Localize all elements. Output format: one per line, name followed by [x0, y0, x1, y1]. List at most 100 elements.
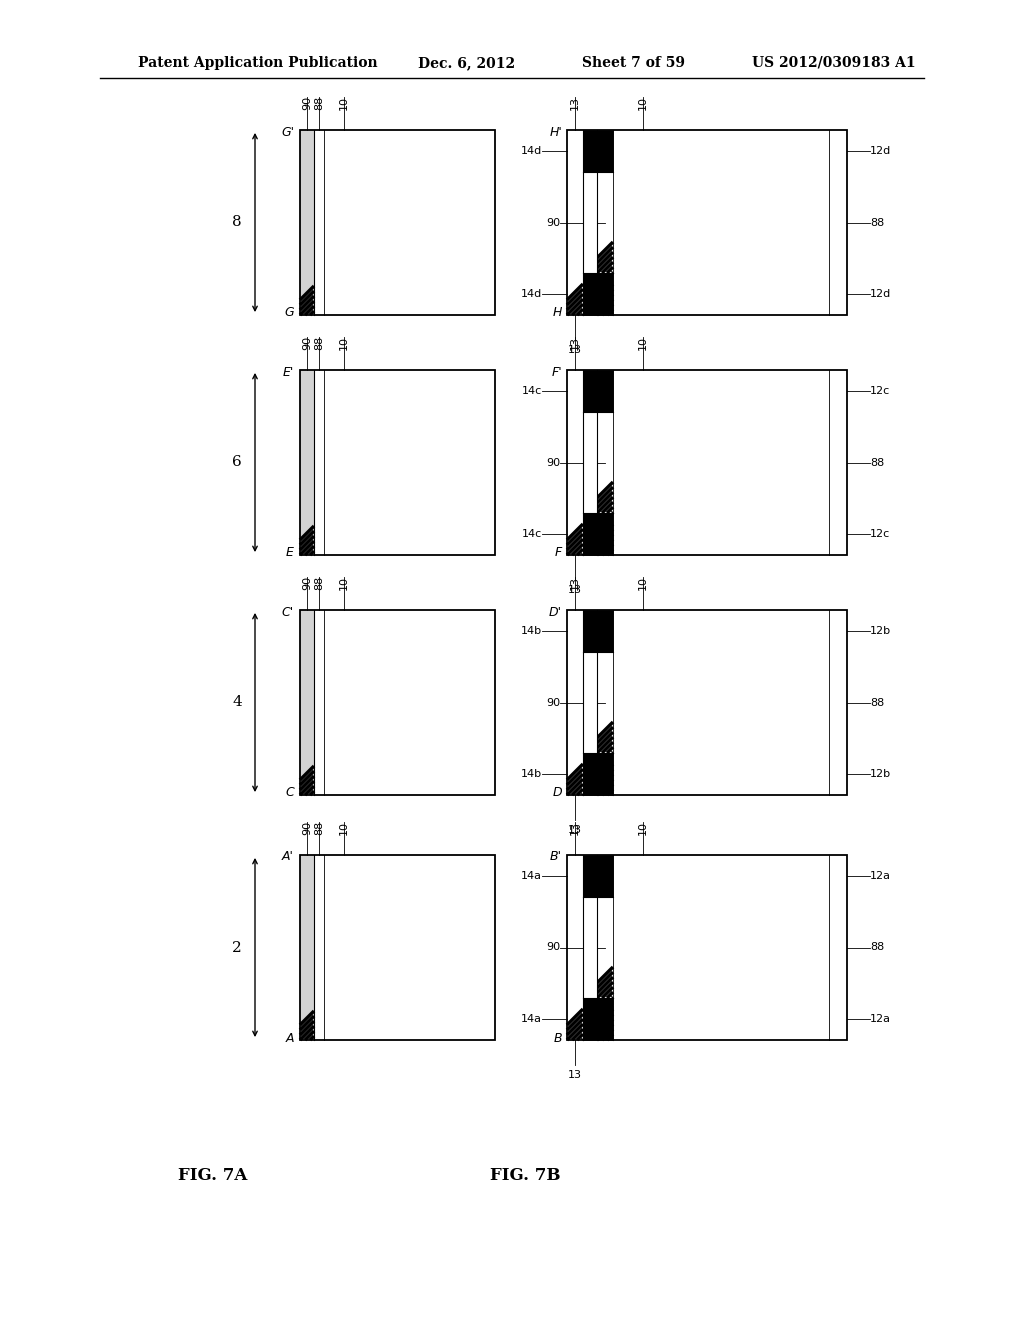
Bar [583, 898, 597, 998]
Text: D: D [552, 787, 562, 800]
Bar [625, 129, 829, 315]
Bar [625, 610, 829, 795]
Bar [613, 855, 625, 1040]
Text: 14a: 14a [521, 1014, 542, 1024]
Bar [583, 998, 613, 1040]
Bar [300, 610, 314, 795]
Text: 14c: 14c [522, 385, 542, 396]
Text: FIG. 7A: FIG. 7A [178, 1167, 248, 1184]
Bar [583, 898, 597, 998]
Text: 10: 10 [638, 821, 648, 836]
Text: 88: 88 [314, 96, 324, 110]
Text: 13: 13 [570, 821, 580, 836]
Text: Sheet 7 of 59: Sheet 7 of 59 [582, 55, 685, 70]
Text: G': G' [281, 125, 294, 139]
Bar [583, 129, 613, 172]
Text: 8: 8 [232, 215, 242, 230]
Bar [597, 610, 613, 795]
Text: H': H' [549, 125, 562, 139]
Text: B': B' [550, 850, 562, 863]
Text: 88: 88 [870, 458, 885, 467]
Text: 88: 88 [870, 218, 885, 227]
Bar [597, 370, 613, 554]
Bar [324, 129, 495, 315]
Bar [583, 610, 613, 652]
Text: E: E [286, 546, 294, 560]
Bar [583, 652, 597, 752]
Text: 10: 10 [638, 96, 648, 110]
Text: 12a: 12a [870, 1014, 891, 1024]
Text: US 2012/0309183 A1: US 2012/0309183 A1 [752, 55, 915, 70]
Text: G: G [285, 306, 294, 319]
Bar [300, 610, 495, 795]
Text: 13: 13 [568, 345, 582, 355]
Text: 10: 10 [339, 337, 349, 350]
Text: E': E' [283, 366, 294, 379]
Text: 13: 13 [568, 585, 582, 595]
Bar [613, 610, 625, 795]
Text: H: H [553, 306, 562, 319]
Bar [583, 513, 613, 554]
Bar [597, 855, 613, 1040]
Bar [324, 370, 495, 554]
Text: 10: 10 [638, 337, 648, 350]
Text: 2: 2 [232, 940, 242, 954]
Text: 12d: 12d [870, 147, 891, 156]
Bar [583, 172, 597, 273]
Bar [324, 855, 495, 1040]
Bar [324, 370, 495, 554]
Text: 12c: 12c [870, 529, 890, 539]
Text: Dec. 6, 2012: Dec. 6, 2012 [418, 55, 515, 70]
Text: B: B [553, 1031, 562, 1044]
Text: C: C [286, 787, 294, 800]
Text: 90: 90 [302, 576, 312, 590]
Bar [300, 370, 314, 554]
Text: 88: 88 [870, 697, 885, 708]
Bar [567, 370, 847, 554]
Bar [567, 855, 847, 1040]
Bar [625, 370, 829, 554]
Text: 88: 88 [314, 335, 324, 350]
Text: 90: 90 [302, 335, 312, 350]
Text: 90: 90 [302, 96, 312, 110]
Text: 14a: 14a [521, 871, 542, 880]
Text: F': F' [551, 366, 562, 379]
Text: 13: 13 [570, 337, 580, 350]
Bar [583, 855, 613, 898]
Text: 12c: 12c [870, 385, 890, 396]
Bar [829, 855, 847, 1040]
Bar [625, 855, 829, 1040]
Text: 4: 4 [232, 696, 242, 710]
Bar [314, 855, 324, 1040]
Bar [583, 273, 613, 315]
Bar [613, 370, 625, 554]
Text: 90: 90 [546, 942, 560, 953]
Text: 14b: 14b [521, 770, 542, 779]
Text: 12d: 12d [870, 289, 891, 300]
Text: 10: 10 [339, 96, 349, 110]
Text: 12b: 12b [870, 770, 891, 779]
Text: 88: 88 [870, 942, 885, 953]
Text: 90: 90 [546, 218, 560, 227]
Text: 14d: 14d [521, 147, 542, 156]
Bar [613, 129, 625, 315]
Bar [583, 412, 597, 513]
Bar [583, 752, 613, 795]
Bar [300, 855, 314, 1040]
Text: 10: 10 [638, 576, 648, 590]
Bar [300, 129, 314, 315]
Bar [324, 610, 495, 795]
Text: 90: 90 [546, 458, 560, 467]
Bar [597, 129, 613, 315]
Bar [324, 129, 495, 315]
Bar [583, 172, 597, 273]
Text: 14c: 14c [522, 529, 542, 539]
Text: D': D' [549, 606, 562, 619]
Bar [314, 370, 324, 554]
Bar [583, 370, 613, 412]
Bar [314, 610, 324, 795]
Text: 90: 90 [302, 821, 312, 836]
Bar [829, 129, 847, 315]
Text: 13: 13 [570, 576, 580, 590]
Text: 13: 13 [570, 96, 580, 110]
